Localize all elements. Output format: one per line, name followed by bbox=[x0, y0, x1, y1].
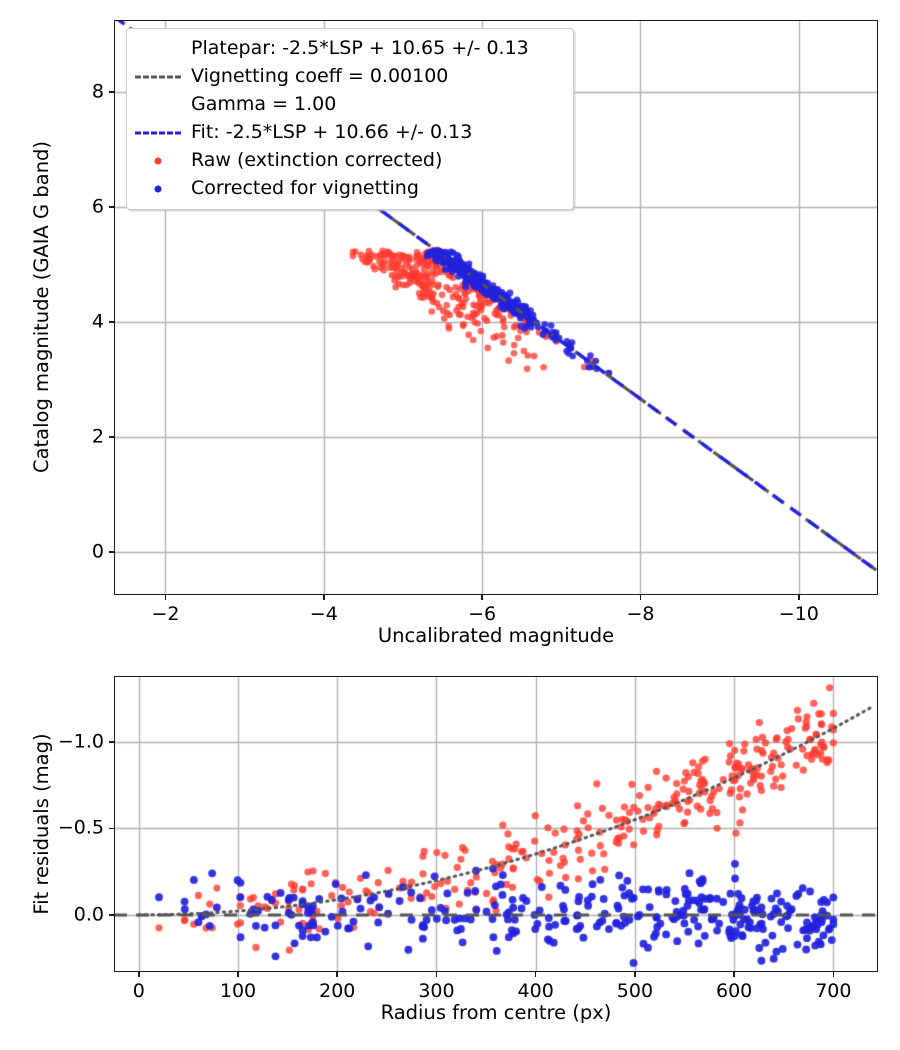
bottom-y-tick-mark bbox=[109, 740, 114, 743]
top-x-tick: −4 bbox=[309, 603, 338, 625]
top-y-tick-mark bbox=[109, 551, 114, 553]
top-y-tick: 2 bbox=[91, 425, 104, 448]
top-x-tick: −10 bbox=[778, 603, 819, 625]
legend-dot-icon bbox=[135, 151, 181, 171]
bottom-x-axis-title: Radius from centre (px) bbox=[380, 1001, 612, 1024]
bottom-x-tick: 600 bbox=[715, 980, 753, 1002]
top-y-tick: 0 bbox=[91, 540, 104, 563]
bottom-y-tick-mark bbox=[109, 914, 114, 916]
top-y-tick: 4 bbox=[91, 310, 104, 333]
legend-item-label: Vignetting coeff = 0.00100 bbox=[191, 65, 449, 88]
bottom-x-tick: 100 bbox=[219, 980, 257, 1002]
legend-dashed-line-icon bbox=[135, 67, 181, 87]
bottom-y-tick: 0.0 bbox=[73, 903, 104, 926]
bottom-x-tick-mark bbox=[534, 972, 537, 977]
legend-dot-icon bbox=[135, 179, 181, 199]
bottom-x-tick-mark bbox=[435, 972, 438, 977]
legend-item-0: Platepar: -2.5*LSP + 10.65 +/- 0.13 bbox=[135, 35, 563, 63]
top-y-tick-mark bbox=[109, 206, 114, 208]
bottom-x-tick-mark bbox=[634, 972, 636, 977]
legend-item-5: Corrected for vignetting bbox=[135, 175, 563, 203]
fit-residuals-plot-area bbox=[114, 676, 878, 972]
top-x-tick: −2 bbox=[151, 603, 180, 625]
top-y-axis-title: Catalog magnitude (GAIA G band) bbox=[30, 140, 53, 474]
fit-residuals-panel bbox=[114, 676, 878, 972]
legend-item-label: Fit: -2.5*LSP + 10.66 +/- 0.13 bbox=[191, 121, 473, 144]
legend-item-3: Fit: -2.5*LSP + 10.66 +/- 0.13 bbox=[135, 119, 563, 147]
legend-item-label: Gamma = 1.00 bbox=[191, 93, 337, 116]
top-x-axis-title: Uncalibrated magnitude bbox=[377, 624, 615, 647]
top-x-tick-mark bbox=[798, 595, 800, 600]
bottom-x-tick: 400 bbox=[517, 980, 554, 1002]
bottom-y-axis-title: Fit residuals (mag) bbox=[30, 733, 53, 915]
bottom-x-tick-mark bbox=[832, 972, 835, 977]
top-y-tick: 6 bbox=[91, 195, 104, 218]
bottom-x-tick-mark bbox=[138, 972, 140, 977]
bottom-x-tick: 300 bbox=[418, 980, 455, 1002]
legend: Platepar: -2.5*LSP + 10.65 +/- 0.13 Vigne… bbox=[126, 28, 574, 210]
top-x-tick-mark bbox=[164, 595, 167, 600]
legend-dashed-line-icon bbox=[135, 123, 181, 143]
legend-item-label: Platepar: -2.5*LSP + 10.65 +/- 0.13 bbox=[191, 37, 529, 60]
legend-item-1: Vignetting coeff = 0.00100 bbox=[135, 63, 563, 91]
top-y-tick-mark bbox=[109, 321, 114, 323]
top-x-tick: −8 bbox=[626, 603, 655, 625]
bottom-x-tick: 500 bbox=[616, 980, 654, 1002]
legend-item-label: Corrected for vignetting bbox=[191, 177, 419, 200]
top-x-tick-mark bbox=[639, 595, 642, 600]
bottom-y-tick: −1.0 bbox=[57, 730, 104, 753]
legend-item-2: Gamma = 1.00 bbox=[135, 91, 563, 119]
top-y-tick-mark bbox=[109, 436, 114, 438]
top-y-tick-mark bbox=[109, 91, 114, 93]
legend-item-label: Raw (extinction corrected) bbox=[191, 149, 443, 172]
legend-item-4: Raw (extinction corrected) bbox=[135, 147, 563, 175]
top-x-tick-mark bbox=[481, 595, 483, 600]
bottom-x-tick: 200 bbox=[319, 980, 356, 1002]
top-x-tick: −6 bbox=[468, 603, 497, 625]
bottom-x-tick-mark bbox=[336, 972, 339, 977]
bottom-x-tick-mark bbox=[237, 972, 239, 977]
top-x-tick-mark bbox=[323, 595, 325, 600]
top-y-tick: 8 bbox=[91, 80, 104, 103]
bottom-y-tick: −0.5 bbox=[57, 816, 104, 839]
bottom-x-tick: 0 bbox=[132, 980, 145, 1002]
bottom-x-tick-mark bbox=[733, 972, 735, 977]
bottom-y-tick-mark bbox=[109, 827, 114, 830]
bottom-x-tick: 700 bbox=[815, 980, 852, 1002]
